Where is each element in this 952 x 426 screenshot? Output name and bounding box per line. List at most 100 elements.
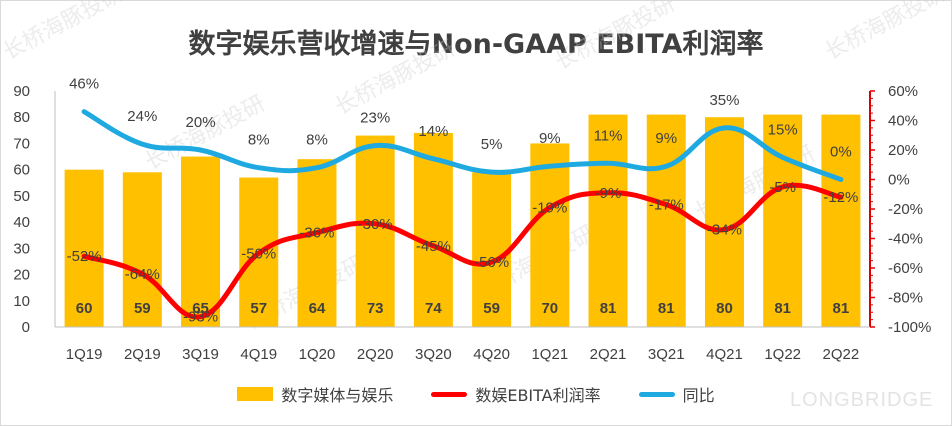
x-tick-label: 1Q19 xyxy=(66,346,103,363)
bar-value-label: 59 xyxy=(483,300,500,317)
x-tick-label: 4Q19 xyxy=(240,346,277,363)
legend-item-margin: 数娱EBITA利润率 xyxy=(431,382,601,406)
line-margin xyxy=(81,182,844,320)
bar-revenue xyxy=(821,114,861,327)
x-tick-label: 1Q22 xyxy=(764,346,801,363)
bar-value-label: 81 xyxy=(774,300,791,317)
bar-revenue xyxy=(297,159,337,327)
chart-title: 数字娱乐营收增速与Non-GAAP EBITA利润率 xyxy=(188,29,764,60)
yoy-data-label: 15% xyxy=(768,121,798,138)
margin-data-label: -30% xyxy=(358,216,393,233)
bar-value-label: 57 xyxy=(250,300,267,317)
margin-data-label: -56% xyxy=(474,254,509,271)
yoy-data-label: 0% xyxy=(830,144,852,161)
yoy-data-label: 35% xyxy=(709,92,739,109)
yoy-data-label: 14% xyxy=(418,123,448,140)
y-left-tick-label: 10 xyxy=(13,293,30,310)
margin-data-label: -17% xyxy=(649,197,684,214)
yoy-data-label: 8% xyxy=(306,132,328,149)
y-right-tick-label: 40% xyxy=(888,113,918,130)
y-left-tick-label: 50 xyxy=(13,188,30,205)
bar-value-label: 64 xyxy=(309,300,326,317)
x-tick-label: 4Q21 xyxy=(706,346,743,363)
y-left-tick-label: 90 xyxy=(13,83,30,100)
yoy-data-label: 20% xyxy=(186,114,216,131)
yoy-data-label: 11% xyxy=(594,127,623,144)
watermark-text: 长桥海豚投研 xyxy=(0,0,127,65)
x-tick-label: 2Q20 xyxy=(357,346,394,363)
y-left-tick-label: 20 xyxy=(13,267,30,284)
bar-value-label: 73 xyxy=(367,300,384,317)
y-left-tick-label: 70 xyxy=(13,135,30,152)
bar-value-label: 81 xyxy=(833,300,850,317)
legend-label-revenue: 数字媒体与娱乐 xyxy=(281,386,394,405)
yoy-data-label: 24% xyxy=(127,108,157,125)
margin-data-label: -34% xyxy=(707,222,742,239)
y-left-tick-label: 30 xyxy=(13,240,30,257)
margin-data-label: -9% xyxy=(595,185,622,202)
bar-value-label: 70 xyxy=(541,300,558,317)
bar-value-label: 81 xyxy=(600,300,617,317)
bar-revenue xyxy=(646,114,686,327)
margin-data-label: -64% xyxy=(125,266,160,283)
margin-data-label: -19% xyxy=(532,200,567,217)
y-right-tick-label: -80% xyxy=(888,290,923,307)
y-right-tick-label: -100% xyxy=(888,319,931,336)
legend-label-yoy: 同比 xyxy=(682,386,715,405)
margin-data-label: -12% xyxy=(823,189,858,206)
y-left-tick-label: 80 xyxy=(13,109,30,126)
watermark-text: 长桥海豚投研 xyxy=(331,36,459,120)
bar-value-label: 59 xyxy=(134,300,151,317)
bar-value-label: 81 xyxy=(658,300,675,317)
y-left-tick-label: 40 xyxy=(13,214,30,231)
bar-revenue xyxy=(64,169,104,327)
bar-revenue xyxy=(355,135,395,327)
legend-swatch-margin xyxy=(431,391,468,397)
x-tick-label: 1Q20 xyxy=(299,346,336,363)
x-tick-label: 2Q21 xyxy=(590,346,627,363)
watermark-text: 长桥海豚投研 xyxy=(551,0,679,75)
bar-revenue xyxy=(413,132,453,327)
margin-data-label: -52% xyxy=(67,248,102,265)
y-right-tick-label: -60% xyxy=(888,260,923,277)
bar-value-label: 74 xyxy=(425,300,442,317)
bar-revenue xyxy=(530,143,570,327)
yoy-data-label: 23% xyxy=(360,110,390,127)
bar-revenue xyxy=(181,156,221,327)
yoy-data-label: 9% xyxy=(655,130,677,147)
bar-value-label: 60 xyxy=(76,300,93,317)
x-tick-label: 3Q19 xyxy=(182,346,219,363)
bar-value-label: 65 xyxy=(192,300,209,317)
x-tick-label: 4Q20 xyxy=(473,346,510,363)
x-tick-label: 2Q19 xyxy=(124,346,161,363)
x-tick-label: 3Q21 xyxy=(648,346,685,363)
bar-revenue xyxy=(472,172,512,327)
x-tick-label: 1Q21 xyxy=(531,346,568,363)
watermark-brand: LONGBRIDGE xyxy=(790,389,933,411)
yoy-data-label: 5% xyxy=(481,136,503,153)
yoy-data-label: 9% xyxy=(539,130,561,147)
chart-legend: 数字媒体与娱乐 数娱EBITA利润率 同比 xyxy=(0,382,952,406)
legend-swatch-yoy xyxy=(638,391,675,397)
legend-label-margin: 数娱EBITA利润率 xyxy=(475,386,601,405)
bar-revenue xyxy=(588,114,628,327)
margin-data-label: -36% xyxy=(299,225,334,242)
line-yoy xyxy=(81,109,844,182)
margin-data-label: -45% xyxy=(416,238,451,255)
bar-revenue xyxy=(122,172,162,327)
margin-data-label: -93% xyxy=(183,309,218,326)
y-right-tick-label: -40% xyxy=(888,231,923,248)
legend-item-revenue: 数字媒体与娱乐 xyxy=(237,382,393,406)
yoy-data-label: 46% xyxy=(69,76,99,93)
x-tick-label: 2Q22 xyxy=(823,346,860,363)
margin-data-label: -5% xyxy=(769,179,796,196)
y-left-tick-label: 0 xyxy=(22,319,30,336)
y-left-tick-label: 60 xyxy=(13,162,30,179)
y-right-tick-label: 0% xyxy=(888,172,910,189)
y-right-tick-label: -20% xyxy=(888,201,923,218)
y-right-tick-label: 20% xyxy=(888,142,918,159)
yoy-data-label: 8% xyxy=(248,132,270,149)
y-right-tick-label: 60% xyxy=(888,83,918,100)
x-tick-label: 3Q20 xyxy=(415,346,452,363)
